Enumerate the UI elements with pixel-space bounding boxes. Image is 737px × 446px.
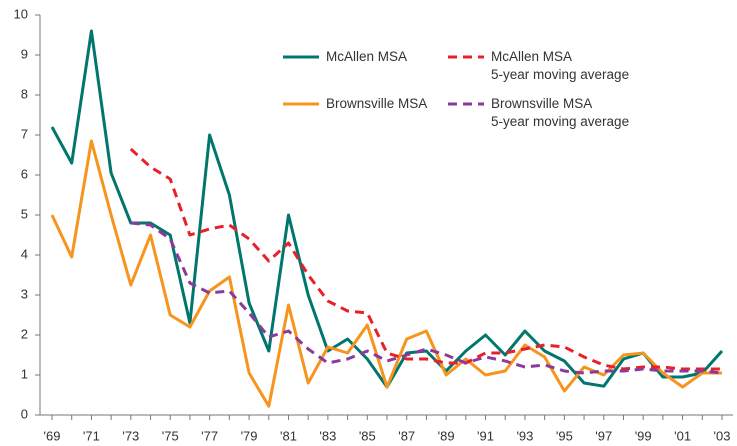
x-tick-label: '77 xyxy=(201,428,218,443)
legend-label: Brownsville MSA xyxy=(326,96,428,111)
series-line xyxy=(130,221,723,375)
x-tick-label: '93 xyxy=(516,428,533,443)
x-tick-label: '99 xyxy=(635,428,652,443)
y-tick-label: 3 xyxy=(21,286,28,301)
y-tick-label: 6 xyxy=(21,166,28,181)
x-tick-label: '71 xyxy=(83,428,100,443)
legend-label: Brownsville MSA 5-year moving average xyxy=(491,96,630,129)
y-tick-label: 5 xyxy=(21,206,28,221)
x-tick-label: '89 xyxy=(438,428,455,443)
x-tick-label: '01 xyxy=(674,428,691,443)
legend-label: McAllen MSA 5-year moving average xyxy=(491,49,630,82)
x-tick-label: '75 xyxy=(162,428,179,443)
y-tick-label: 0 xyxy=(21,406,28,421)
y-tick-label: 7 xyxy=(21,126,28,141)
x-tick-label: '85 xyxy=(359,428,376,443)
y-tick-label: 9 xyxy=(21,46,28,61)
x-tick-label: '03 xyxy=(714,428,731,443)
y-tick-label: 1 xyxy=(21,366,28,381)
x-tick-label: '83 xyxy=(319,428,336,443)
x-tick-label: '87 xyxy=(398,428,415,443)
series-line xyxy=(50,139,722,408)
x-tick-label: '73 xyxy=(122,428,139,443)
x-tick-label: '79 xyxy=(241,428,258,443)
y-tick-label: 8 xyxy=(21,86,28,101)
x-tick-label: '81 xyxy=(280,428,297,443)
x-tick-label: '97 xyxy=(595,428,612,443)
y-tick-label: 2 xyxy=(21,326,28,341)
x-tick-label: '95 xyxy=(556,428,573,443)
series-line xyxy=(129,147,722,371)
legend-label: McAllen MSA xyxy=(326,49,408,64)
series-line xyxy=(50,29,724,389)
x-tick-label: '91 xyxy=(477,428,494,443)
y-tick-label: 10 xyxy=(14,6,28,21)
x-tick-label: '69 xyxy=(44,428,61,443)
y-tick-label: 4 xyxy=(21,246,28,261)
